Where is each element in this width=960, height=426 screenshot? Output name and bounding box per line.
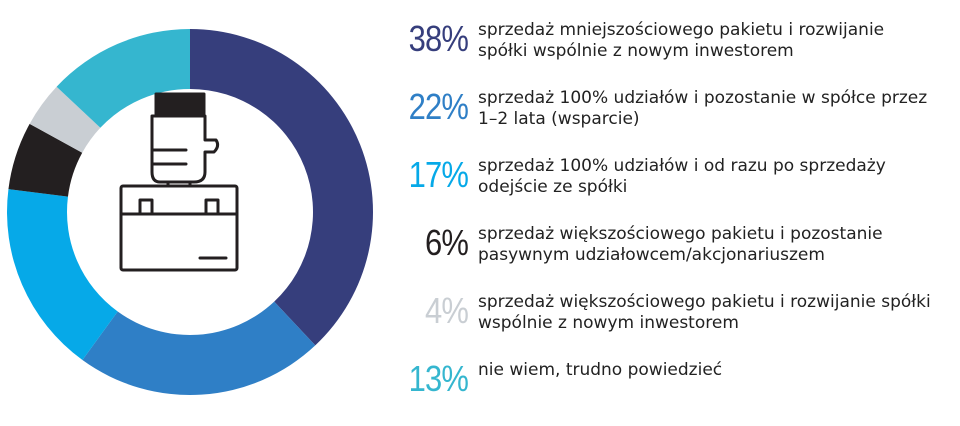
slice-percentage: 22% [408,86,469,127]
slice-percentage: 38% [408,18,469,59]
slice-label: sprzedaż 100% udziałów i od razu po sprz… [478,156,886,197]
donut-slice-2 [82,301,316,395]
slice-label: sprzedaż większościowego pakietu i rozwi… [478,292,931,333]
legend-item: 13% nie wiem, trudno powiedzieć [398,358,954,426]
legend-item: 4% sprzedaż większościowego pakietu i roz… [398,290,954,358]
legend-item: 22% sprzedaż 100% udziałów i pozostanie w… [398,86,954,154]
slice-percentage: 6% [424,222,469,263]
donut-slice-1 [190,29,373,346]
donut-slice-5 [29,86,101,153]
legend: 38% sprzedaż mniejszościowego pakietu i r… [398,18,954,426]
slice-label: sprzedaż 100% udziałów i pozostanie w sp… [478,88,928,129]
slice-percentage: 17% [408,154,469,195]
legend-item: 6% sprzedaż większościowego pakietu i poz… [398,222,954,290]
slice-label: nie wiem, trudno powiedzieć [478,360,723,380]
slice-label: sprzedaż mniejszościowego pakietu i rozw… [478,20,885,61]
slice-percentage: 4% [424,290,469,331]
donut-slice-4 [8,123,83,197]
hand-holding-briefcase-icon [119,92,239,272]
slice-percentage: 13% [408,358,469,399]
donut-slice-6 [56,29,190,128]
donut-chart [6,29,373,395]
legend-item: 17% sprzedaż 100% udziałów i od razu po s… [398,154,954,222]
legend-item: 38% sprzedaż mniejszościowego pakietu i r… [398,18,954,86]
slice-label: sprzedaż większościowego pakietu i pozos… [478,224,883,265]
donut-slice-3 [6,189,118,361]
